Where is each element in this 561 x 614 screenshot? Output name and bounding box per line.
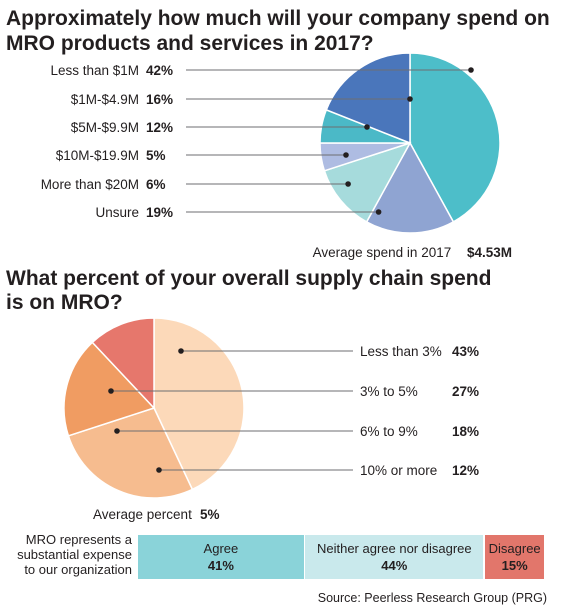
spend-category-label: $10M-$19.9M bbox=[56, 148, 139, 163]
supply-slice-3-to-5 bbox=[67, 407, 194, 499]
source-note: Source: Peerless Research Group (PRG) bbox=[317, 591, 547, 605]
spend-category-label: $1M-$4.9M bbox=[71, 92, 139, 107]
spend-leader-dot-5m-9-9m bbox=[364, 124, 370, 130]
supply-category-label: 3% to 5% bbox=[360, 384, 418, 399]
stacked-bar-segment-label: Agree bbox=[203, 541, 239, 556]
spend-category-label: Less than $1M bbox=[50, 63, 139, 78]
spend-leader-dot-1m-4-9m bbox=[407, 96, 413, 102]
chart2-title-line2: is on MRO? bbox=[6, 291, 123, 314]
chart1-title-line1: Approximately how much will your company… bbox=[6, 7, 550, 30]
stacked-bar-segment-label: Disagree bbox=[488, 541, 541, 556]
chart1-title: Approximately how much will your company… bbox=[6, 7, 556, 55]
spend-value-label: 19% bbox=[146, 205, 173, 220]
supply-leader-dot-less-than-3 bbox=[178, 348, 184, 354]
supply-value-label: 12% bbox=[452, 463, 479, 478]
spend-value-label: 5% bbox=[146, 148, 166, 163]
spend-slice-less-than-1m bbox=[409, 52, 501, 223]
pie-chart-mro-spend-labels: Less than $1M 42% $1M-$4.9M 16% $5M-$9.9M 12%… bbox=[41, 63, 474, 220]
stacked-bar-segment-value: 41% bbox=[207, 558, 234, 573]
average-percent-label: Average percent bbox=[93, 507, 192, 522]
stacked-bar-segment-label: Neither agree nor disagree bbox=[316, 541, 472, 556]
spend-category-label: More than $20M bbox=[41, 177, 139, 192]
chart2-title: What percent of your overall supply chai… bbox=[6, 267, 497, 314]
supply-slice-10-or-more bbox=[91, 317, 155, 410]
spend-slice-5m-9-9m bbox=[323, 141, 412, 223]
stacked-bar-segment-disagree: Disagree 15% bbox=[484, 535, 545, 579]
supply-leader-dot-6-to-9 bbox=[114, 428, 120, 434]
spend-leader-dot-less-than-1m bbox=[468, 67, 474, 73]
spend-value-label: 12% bbox=[146, 120, 173, 135]
supply-value-label: 18% bbox=[452, 424, 479, 439]
supply-category-label: 6% to 9% bbox=[360, 424, 418, 439]
spend-value-label: 42% bbox=[146, 63, 173, 78]
supply-category-label: Less than 3% bbox=[360, 344, 442, 359]
stacked-bar-title: MRO represents a substantial expense to … bbox=[17, 532, 132, 577]
average-percent-value: 5% bbox=[200, 507, 220, 522]
spend-slice-1m-4-9m bbox=[365, 141, 455, 234]
supply-leader-dot-10-or-more bbox=[156, 467, 162, 473]
spend-leader-dot-unsure bbox=[375, 209, 382, 215]
supply-slice-less-than-3 bbox=[153, 317, 245, 491]
pie-chart-supply-chain-percent-labels: Less than 3% 43% 3% to 5% 27% 6% to 9% 18% 10%… bbox=[108, 344, 479, 478]
spend-value-label: 16% bbox=[146, 92, 173, 107]
spend-category-label: Unsure bbox=[95, 205, 139, 220]
supply-category-label: 10% or more bbox=[360, 463, 437, 478]
spend-leader-dot-10m-19-9m bbox=[343, 152, 349, 158]
spend-value-label: 6% bbox=[146, 177, 166, 192]
supply-value-label: 43% bbox=[452, 344, 479, 359]
average-spend-value: $4.53M bbox=[467, 245, 512, 260]
spend-leader-dot-more-than-20m bbox=[345, 181, 351, 187]
spend-slice-unsure bbox=[325, 52, 411, 145]
stacked-bar-segment-neither-agree-nor-disagree: Neither agree nor disagree 44% bbox=[305, 535, 484, 579]
supply-leader-dot-3-to-5 bbox=[108, 388, 114, 394]
average-spend-annotation: Average spend in 2017 $4.53M bbox=[313, 245, 512, 260]
stacked-bar-segment-value: 44% bbox=[381, 558, 408, 573]
average-percent-annotation: Average percent 5% bbox=[93, 507, 220, 522]
chart2-title-line1: What percent of your overall supply chai… bbox=[6, 267, 491, 290]
stacked-bar-segment-agree: Agree 41% bbox=[138, 535, 304, 579]
pie-chart-mro-spend bbox=[319, 52, 501, 234]
average-spend-label: Average spend in 2017 bbox=[313, 245, 452, 260]
spend-category-label: $5M-$9.9M bbox=[71, 120, 139, 135]
supply-value-label: 27% bbox=[452, 384, 479, 399]
chart1-title-line2: MRO products and services in 2017? bbox=[6, 32, 374, 55]
pie-chart-supply-chain-percent bbox=[63, 317, 245, 499]
stacked-bar-segment-value: 15% bbox=[501, 558, 528, 573]
